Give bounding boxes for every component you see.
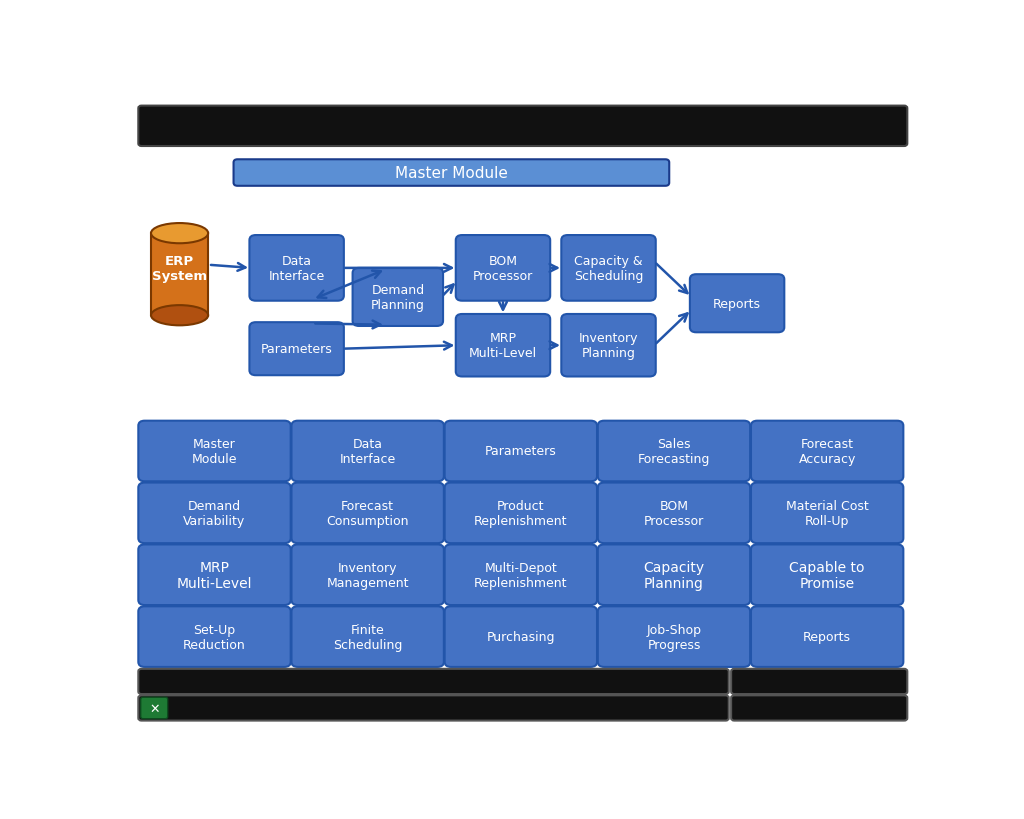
Text: MRP
Multi-Level: MRP Multi-Level	[177, 560, 252, 590]
Text: Sales
Forecasting: Sales Forecasting	[638, 437, 711, 465]
Text: Data
Interface: Data Interface	[340, 437, 396, 465]
Text: Capable to
Promise: Capable to Promise	[790, 560, 865, 590]
Text: ERP
System: ERP System	[152, 255, 207, 283]
FancyBboxPatch shape	[598, 421, 751, 482]
Text: BOM
Processor: BOM Processor	[473, 255, 534, 283]
FancyBboxPatch shape	[292, 483, 443, 544]
FancyBboxPatch shape	[250, 236, 344, 301]
FancyBboxPatch shape	[138, 607, 291, 667]
Text: Parameters: Parameters	[261, 343, 333, 355]
Text: Capacity
Planning: Capacity Planning	[643, 560, 705, 590]
FancyBboxPatch shape	[731, 669, 907, 695]
FancyBboxPatch shape	[151, 234, 208, 316]
FancyBboxPatch shape	[138, 545, 291, 605]
Text: Inventory
Management: Inventory Management	[327, 561, 409, 589]
FancyBboxPatch shape	[751, 421, 903, 482]
Text: Reports: Reports	[803, 631, 851, 644]
FancyBboxPatch shape	[444, 421, 597, 482]
Text: Capacity &
Scheduling: Capacity & Scheduling	[573, 255, 643, 283]
Text: Purchasing: Purchasing	[486, 631, 555, 644]
Text: MRP
Multi-Level: MRP Multi-Level	[469, 332, 537, 360]
Text: Forecast
Accuracy: Forecast Accuracy	[799, 437, 856, 465]
FancyBboxPatch shape	[138, 669, 729, 695]
FancyBboxPatch shape	[690, 275, 784, 333]
FancyBboxPatch shape	[751, 483, 903, 544]
FancyBboxPatch shape	[598, 483, 751, 544]
Text: Demand
Planning: Demand Planning	[371, 283, 425, 311]
Text: ✕: ✕	[148, 702, 160, 715]
Text: Forecast
Consumption: Forecast Consumption	[327, 500, 409, 527]
FancyBboxPatch shape	[292, 421, 443, 482]
Text: Multi-Depot
Replenishment: Multi-Depot Replenishment	[474, 561, 567, 589]
Text: Reports: Reports	[713, 297, 761, 310]
FancyBboxPatch shape	[456, 236, 550, 301]
FancyBboxPatch shape	[138, 695, 729, 721]
FancyBboxPatch shape	[598, 545, 751, 605]
FancyBboxPatch shape	[250, 323, 344, 376]
Text: Parameters: Parameters	[485, 445, 557, 458]
FancyBboxPatch shape	[138, 421, 291, 482]
Text: Material Cost
Roll-Up: Material Cost Roll-Up	[785, 500, 868, 527]
Ellipse shape	[151, 305, 208, 326]
FancyBboxPatch shape	[292, 545, 443, 605]
FancyBboxPatch shape	[561, 314, 655, 377]
Text: Master Module: Master Module	[395, 165, 508, 181]
Text: Product
Replenishment: Product Replenishment	[474, 500, 567, 527]
FancyBboxPatch shape	[140, 698, 168, 719]
Text: BOM
Processor: BOM Processor	[644, 500, 705, 527]
FancyBboxPatch shape	[444, 607, 597, 667]
FancyBboxPatch shape	[233, 160, 670, 187]
Text: Inventory
Planning: Inventory Planning	[579, 332, 638, 360]
FancyBboxPatch shape	[444, 545, 597, 605]
Text: Data
Interface: Data Interface	[268, 255, 325, 283]
FancyBboxPatch shape	[352, 269, 443, 327]
FancyBboxPatch shape	[751, 607, 903, 667]
FancyBboxPatch shape	[444, 483, 597, 544]
Text: Job-Shop
Progress: Job-Shop Progress	[646, 623, 701, 651]
FancyBboxPatch shape	[598, 607, 751, 667]
Ellipse shape	[151, 224, 208, 244]
FancyBboxPatch shape	[751, 545, 903, 605]
FancyBboxPatch shape	[138, 483, 291, 544]
Text: Master
Module: Master Module	[191, 437, 238, 465]
FancyBboxPatch shape	[561, 236, 655, 301]
FancyBboxPatch shape	[731, 695, 907, 721]
FancyBboxPatch shape	[138, 106, 907, 147]
FancyBboxPatch shape	[292, 607, 443, 667]
Text: Demand
Variability: Demand Variability	[183, 500, 246, 527]
Text: Finite
Scheduling: Finite Scheduling	[333, 623, 402, 651]
FancyBboxPatch shape	[456, 314, 550, 377]
Text: Set-Up
Reduction: Set-Up Reduction	[183, 623, 246, 651]
